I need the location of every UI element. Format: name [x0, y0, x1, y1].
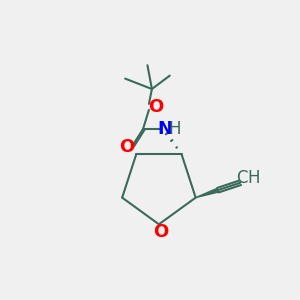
Text: O: O: [148, 98, 163, 116]
Text: C: C: [236, 169, 248, 187]
Text: H: H: [248, 169, 260, 187]
Text: O: O: [153, 223, 168, 241]
Text: O: O: [119, 138, 134, 156]
Text: N: N: [158, 120, 173, 138]
Polygon shape: [196, 188, 219, 198]
Text: H: H: [169, 120, 181, 138]
